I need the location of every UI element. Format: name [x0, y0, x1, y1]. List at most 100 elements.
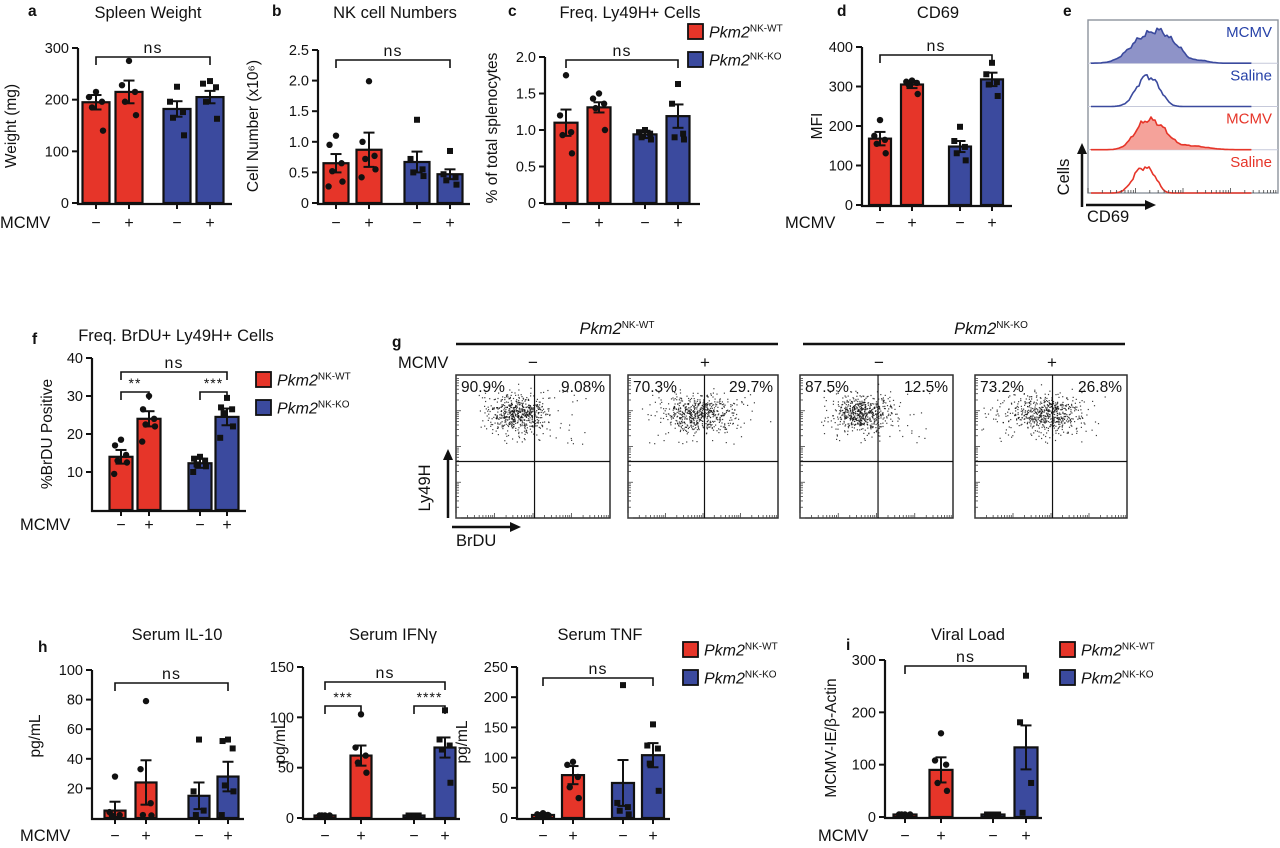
scatter-dot [876, 403, 878, 405]
scatter-dot [688, 426, 690, 428]
scatter-dot [1047, 415, 1050, 417]
scatter-dot [708, 423, 710, 425]
scatter-dot [557, 410, 559, 412]
scatter-dot [707, 412, 709, 414]
data-point [318, 812, 326, 819]
scatter-dot [502, 425, 505, 427]
scatter-dot [1033, 409, 1035, 411]
scatter-dot [711, 406, 713, 408]
scatter-dot [501, 426, 503, 428]
scatter-dot [560, 422, 562, 425]
scatter-dot [562, 391, 564, 393]
scatter-dot [866, 412, 868, 414]
scatter-dot [703, 417, 706, 419]
scatter-dot [1081, 400, 1083, 402]
legend-swatch [687, 51, 704, 68]
scatter-dot [703, 413, 705, 415]
legend-swatch [687, 23, 704, 40]
scatter-dot [823, 433, 826, 435]
x-category-label: + [124, 215, 133, 232]
data-point [139, 811, 147, 819]
scatter-dot [585, 398, 587, 400]
scatter-dot [844, 411, 846, 413]
scatter-dot [860, 421, 862, 423]
scatter-dot [508, 422, 510, 424]
scatter-dot [1029, 402, 1031, 404]
scatter-dot [897, 417, 899, 419]
scatter-dot [703, 406, 705, 408]
scatter-dot [1038, 435, 1040, 437]
panel-title: Viral Load [931, 626, 1005, 644]
scatter-dot [680, 427, 682, 429]
y-tick-label: 50 [278, 761, 294, 777]
data-point [338, 160, 345, 167]
x-category-label: − [172, 215, 181, 232]
scatter-dot [521, 416, 523, 418]
scatter-dot [523, 438, 525, 440]
scatter-dot [504, 410, 506, 412]
scatter-dot [866, 396, 868, 398]
scatter-dot [1067, 421, 1069, 423]
scatter-dot [861, 409, 863, 411]
scatter-dot [520, 408, 522, 410]
data-point [358, 174, 365, 181]
scatter-dot [1029, 417, 1031, 419]
scatter-dot [878, 417, 880, 419]
scatter-dot [677, 403, 679, 405]
scatter-dot [689, 411, 691, 413]
scatter-dot [1014, 407, 1016, 409]
scatter-dot [502, 426, 504, 428]
scatter-dot [863, 403, 865, 405]
scatter-dot [696, 415, 698, 417]
scatter-dot [489, 410, 491, 413]
scatter-dot [725, 442, 727, 444]
y-axis-title: Cell Number (x10⁶) [245, 60, 262, 192]
scatter-dot [527, 398, 530, 400]
scatter-dot [750, 419, 752, 421]
data-point [148, 812, 155, 819]
significance-bracket [413, 705, 446, 714]
scatter-dot [1058, 423, 1060, 425]
scatter-dot [875, 413, 877, 415]
scatter-dot [1067, 432, 1069, 434]
scatter-dot [873, 419, 875, 421]
scatter-dot [519, 419, 522, 421]
scatter-dot [880, 423, 882, 425]
scatter-dot [485, 400, 487, 403]
y-axis-title: Ly49H [416, 464, 434, 511]
scatter-dot [711, 424, 713, 426]
scatter-dot [660, 421, 662, 423]
scatter-dot [516, 422, 519, 424]
scatter-dot [508, 411, 510, 413]
scatter-dot [847, 395, 849, 397]
scatter-dot [679, 418, 681, 420]
scatter-dot [863, 408, 865, 410]
significance-bracket [120, 371, 228, 380]
scatter-dot [846, 415, 848, 417]
scatter-dot [1050, 424, 1052, 426]
scatter-dot [706, 427, 708, 429]
scatter-dot [496, 407, 499, 409]
x-category-label: + [440, 828, 449, 845]
scatter-dot [487, 410, 489, 412]
x-category-label: − [91, 215, 100, 232]
scatter-dot [1067, 398, 1069, 401]
bar [665, 115, 691, 205]
scatter-dot [524, 433, 526, 435]
scatter-dot [1026, 414, 1028, 416]
scatter-dot [1026, 402, 1028, 404]
panel-title: Serum IL-10 [132, 626, 223, 644]
scatter-dot [1025, 417, 1028, 419]
scatter-dot [697, 426, 699, 428]
scatter-dot [838, 413, 840, 415]
scatter-dot [542, 433, 544, 435]
scatter-dot [876, 429, 878, 431]
panel-letter: d [837, 3, 846, 20]
scatter-dot [494, 398, 496, 400]
scatter-dot [542, 412, 544, 414]
scatter-dot [505, 417, 507, 419]
scatter-dot [711, 427, 713, 430]
scatter-dot [537, 407, 539, 409]
scatter-dot [696, 400, 698, 402]
scatter-dot [686, 433, 688, 435]
